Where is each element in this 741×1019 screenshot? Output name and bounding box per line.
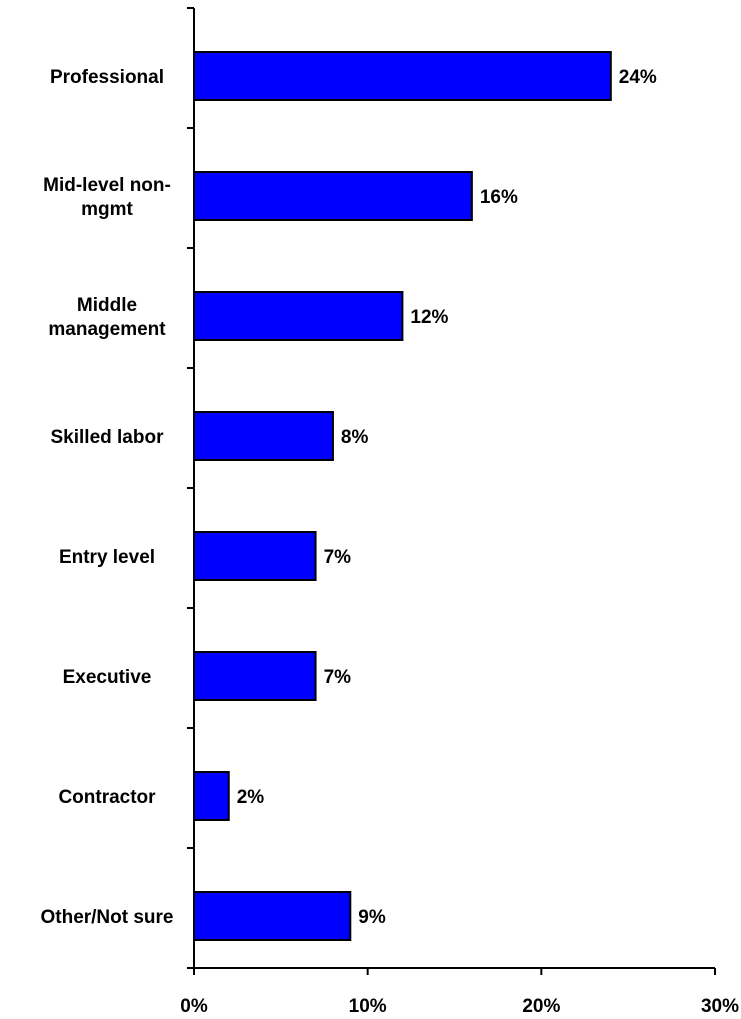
category-label: Contractor	[58, 787, 156, 808]
bar	[193, 411, 334, 461]
bar	[193, 291, 404, 341]
category-label: mgmt	[81, 199, 133, 220]
category-label: Executive	[63, 667, 152, 688]
bar	[193, 171, 473, 221]
category-label: Middle	[77, 295, 137, 316]
bar	[193, 771, 230, 821]
value-label: 8%	[341, 427, 369, 448]
value-label: 7%	[324, 547, 352, 568]
x-tick-label: 30%	[701, 996, 739, 1017]
value-label: 2%	[237, 787, 265, 808]
category-label: Professional	[50, 67, 164, 88]
value-label: 12%	[410, 307, 448, 328]
value-label: 7%	[324, 667, 352, 688]
bar	[193, 651, 317, 701]
category-label: Skilled labor	[51, 427, 165, 448]
x-tick-label: 10%	[349, 996, 387, 1017]
x-tick-label: 20%	[522, 996, 560, 1017]
category-label: Mid-level non-	[43, 175, 171, 196]
category-label: Other/Not sure	[40, 907, 173, 928]
bar	[193, 51, 612, 101]
value-labels-group: 24% 16% 12% 8% 7% 7% 2% 9%	[237, 67, 657, 928]
ticks-group: 0% 10% 20% 30%	[180, 7, 739, 1017]
x-tick-label: 0%	[180, 996, 208, 1017]
category-labels-group: Professional Mid-level non-mgmt Middle mana…	[40, 67, 173, 928]
value-label: 16%	[480, 187, 518, 208]
value-label: 9%	[358, 907, 386, 928]
category-label: Entry level	[59, 547, 155, 568]
bar	[193, 531, 317, 581]
value-label: 24%	[619, 67, 657, 88]
bar	[193, 891, 352, 941]
category-label: management	[48, 319, 166, 340]
axes-group	[193, 8, 715, 969]
bars-group	[193, 51, 612, 941]
